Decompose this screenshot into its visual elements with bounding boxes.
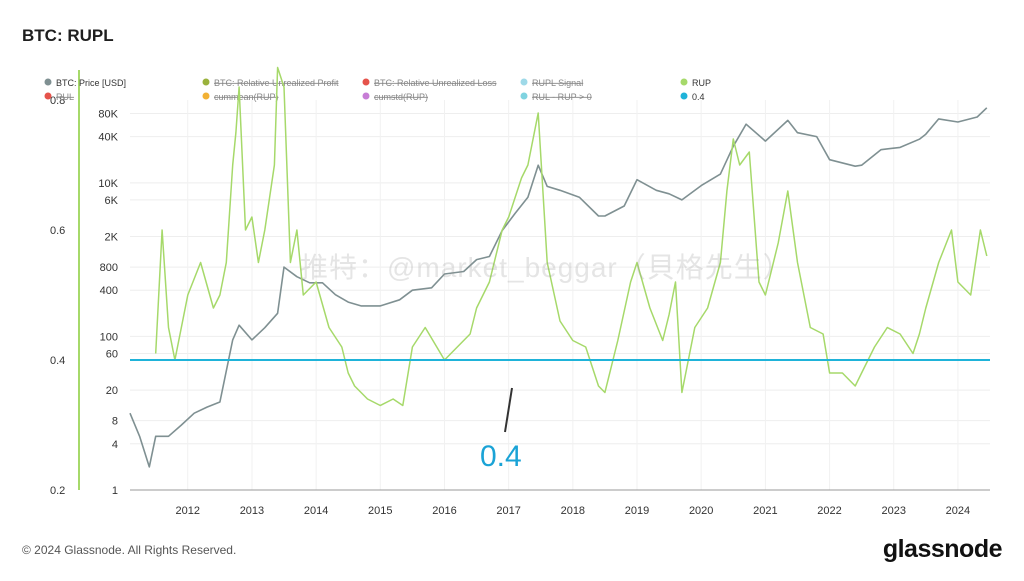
watermark-text: 推特：@market_beggar（貝格先生）	[300, 252, 792, 283]
ratio-axis-tick-label: 0.6	[50, 225, 65, 237]
legend-marker	[680, 92, 688, 100]
x-axis-tick-label: 2020	[689, 505, 713, 517]
left-axis-bar	[78, 70, 80, 490]
threshold-annotation: 0.4	[480, 440, 522, 473]
x-axis-tick-label: 2023	[881, 505, 905, 517]
legend-marker	[680, 78, 688, 86]
price-axis-tick-label: 2K	[105, 232, 119, 244]
legend-label: RUPL Signal	[532, 78, 583, 88]
price-axis-tick-label: 6K	[105, 195, 119, 207]
legend-label: cummean(RUP)	[214, 92, 279, 102]
legend-marker	[520, 78, 528, 86]
x-axis-tick-label: 2012	[176, 505, 200, 517]
legend-marker	[44, 92, 52, 100]
legend-label: BTC: Price [USD]	[56, 78, 126, 88]
legend-label: cumstd(RUP)	[374, 92, 428, 102]
legend-label: 0.4	[692, 92, 705, 102]
price-axis-tick-label: 100	[100, 331, 118, 343]
ratio-axis-tick-label: 0.4	[50, 355, 65, 367]
price-axis-tick-label: 8	[112, 416, 118, 428]
price-axis-tick-label: 20	[106, 385, 118, 397]
price-axis-tick-label: 40K	[98, 132, 118, 144]
legend-label: BTC: Relative Unrealized Loss	[374, 78, 497, 88]
x-axis-tick-label: 2019	[625, 505, 649, 517]
x-axis-tick-label: 2014	[304, 505, 328, 517]
price-axis-tick-label: 1	[112, 485, 118, 497]
annotation-pointer	[504, 387, 513, 433]
price-axis-tick-label: 80K	[98, 109, 118, 121]
price-line	[129, 107, 988, 468]
x-axis-tick-label: 2024	[946, 505, 970, 517]
legend-marker	[44, 78, 52, 86]
brand-logo: glassnode	[882, 535, 1003, 563]
legend-label: RUL - RUP > 0	[532, 92, 592, 102]
copyright-footer: © 2024 Glassnode. All Rights Reserved.	[22, 543, 237, 557]
x-axis-tick-label: 2021	[753, 505, 777, 517]
x-axis-tick-label: 2022	[817, 505, 841, 517]
price-axis-tick-label: 60	[106, 348, 118, 360]
price-axis-tick-label: 4	[112, 439, 118, 451]
legend-marker	[520, 92, 528, 100]
ratio-axis-tick-label: 0.8	[50, 95, 65, 107]
legend-label: RUP	[692, 78, 711, 88]
chart-title: BTC: RUPL	[22, 26, 114, 45]
legend-marker	[362, 78, 370, 86]
x-axis-tick-label: 2018	[561, 505, 585, 517]
legend-marker	[202, 78, 210, 86]
price-axis-tick-label: 10K	[98, 178, 118, 190]
price-axis-tick-label: 400	[100, 285, 118, 297]
x-axis-tick-label: 2015	[368, 505, 392, 517]
ratio-axis-tick-label: 0.2	[50, 485, 65, 497]
legend-label: RUL	[56, 92, 74, 102]
x-axis-tick-label: 2013	[240, 505, 264, 517]
x-axis-tick-label: 2017	[496, 505, 520, 517]
legend-marker	[362, 92, 370, 100]
x-axis-tick-label: 2016	[432, 505, 456, 517]
price-axis-tick-label: 800	[100, 262, 118, 274]
rup-line	[154, 66, 988, 407]
legend-marker	[202, 92, 210, 100]
